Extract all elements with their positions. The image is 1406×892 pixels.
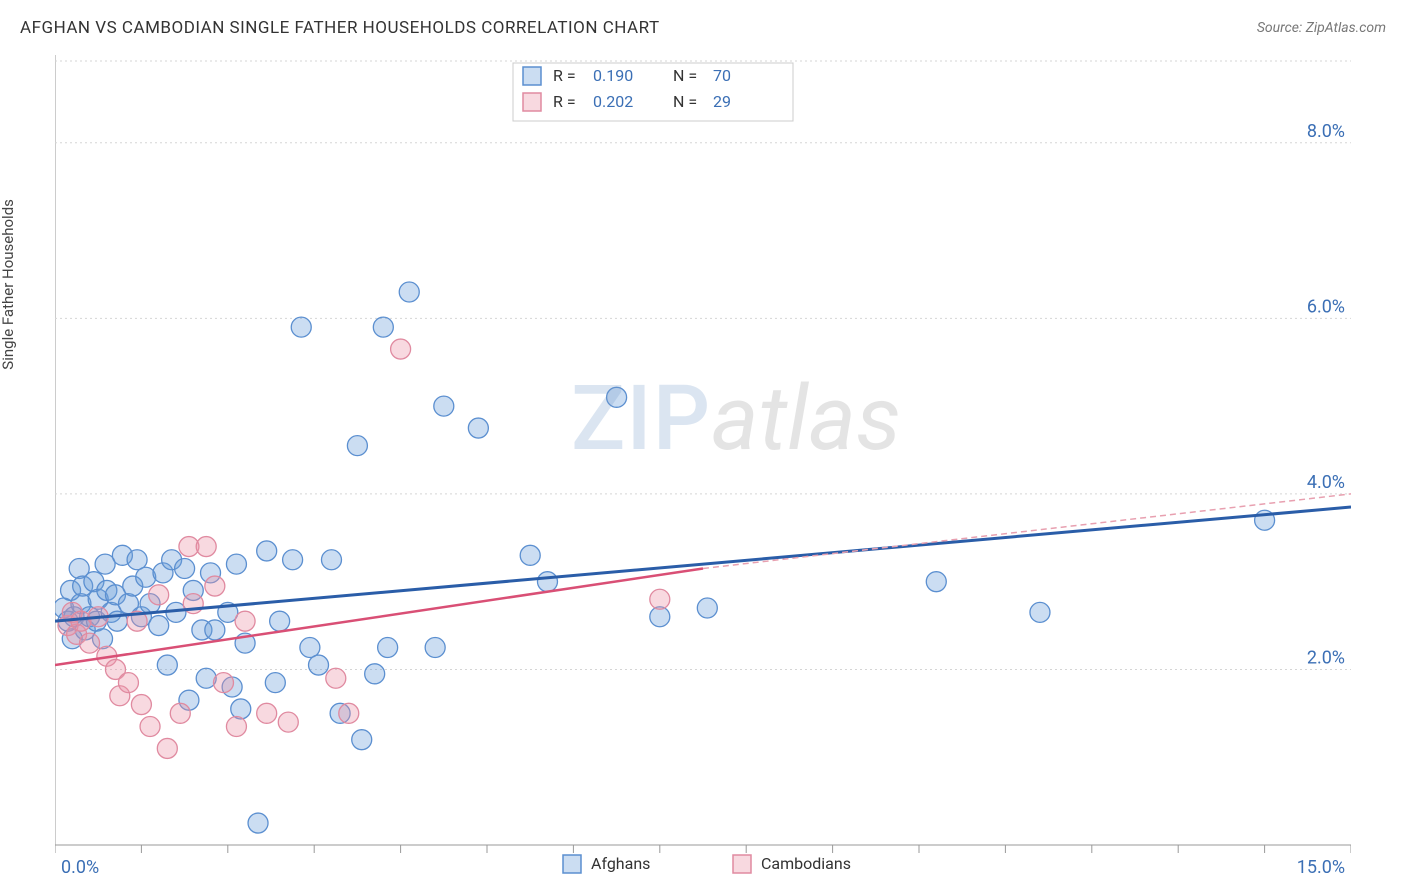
data-point — [235, 611, 255, 631]
legend-n-value: 70 — [713, 66, 731, 85]
legend-n-value: 29 — [713, 92, 731, 111]
legend-r-label: R = — [553, 92, 576, 111]
legend-n-label: N = — [673, 66, 697, 85]
data-point — [131, 695, 151, 715]
data-point — [468, 418, 488, 438]
data-point — [170, 703, 190, 723]
data-point — [149, 585, 169, 605]
legend-swatch — [523, 93, 541, 111]
data-point — [140, 717, 160, 737]
data-point — [378, 638, 398, 658]
data-point — [257, 541, 277, 561]
x-min-label: 0.0% — [61, 857, 99, 878]
data-point — [347, 436, 367, 456]
y-tick-label: 8.0% — [1307, 121, 1345, 142]
data-point — [127, 550, 147, 570]
data-point — [425, 638, 445, 658]
data-point — [926, 572, 946, 592]
data-point — [537, 572, 557, 592]
data-point — [339, 703, 359, 723]
data-point — [434, 396, 454, 416]
data-point — [1030, 602, 1050, 622]
data-point — [373, 317, 393, 337]
y-tick-label: 2.0% — [1307, 647, 1345, 668]
legend-r-value: 0.190 — [593, 66, 633, 85]
data-point — [291, 317, 311, 337]
data-point — [697, 598, 717, 618]
legend-r-label: R = — [553, 66, 576, 85]
data-point — [196, 537, 216, 557]
legend-r-value: 0.202 — [593, 92, 633, 111]
series-label: Afghans — [591, 854, 650, 873]
data-point — [391, 339, 411, 359]
chart-header: AFGHAN VS CAMBODIAN SINGLE FATHER HOUSEH… — [20, 18, 1386, 38]
data-point — [157, 655, 177, 675]
chart-svg: 2.0% 4.0% 6.0% 8.0% 0.0% 15.0% R = 0.190 N = 70 R … — [55, 55, 1351, 885]
data-point — [278, 712, 298, 732]
y-tick-label: 6.0% — [1307, 296, 1345, 317]
data-point — [149, 616, 169, 636]
data-point — [175, 559, 195, 579]
data-point — [213, 673, 233, 693]
data-point — [226, 717, 246, 737]
data-point — [321, 550, 341, 570]
y-axis-label: Single Father Households — [0, 199, 17, 370]
data-point — [257, 703, 277, 723]
x-max-label: 15.0% — [1297, 857, 1345, 878]
series-swatch — [733, 855, 751, 873]
chart-title: AFGHAN VS CAMBODIAN SINGLE FATHER HOUSEH… — [20, 18, 660, 38]
data-point — [265, 673, 285, 693]
y-tick-label: 4.0% — [1307, 472, 1345, 493]
legend-swatch — [523, 67, 541, 85]
data-point — [607, 387, 627, 407]
series-label: Cambodians — [761, 854, 851, 873]
chart-source: Source: ZipAtlas.com — [1257, 20, 1386, 36]
data-point — [309, 655, 329, 675]
series-swatch — [563, 855, 581, 873]
data-point — [118, 673, 138, 693]
data-point — [205, 576, 225, 596]
data-point — [248, 813, 268, 833]
data-point — [80, 633, 100, 653]
data-point — [520, 545, 540, 565]
data-point — [399, 282, 419, 302]
trend-line-cambodians-ext — [703, 494, 1351, 569]
data-point — [326, 668, 346, 688]
data-point — [231, 699, 251, 719]
data-point — [365, 664, 385, 684]
data-point — [283, 550, 303, 570]
data-point — [157, 738, 177, 758]
data-point — [650, 589, 670, 609]
data-point — [352, 730, 372, 750]
data-point — [300, 638, 320, 658]
chart-plot-area: ZIPatlas 2.0%4.0%6.0%8.0%0.0%15.0%R =0.1… — [55, 55, 1351, 845]
data-point — [270, 611, 290, 631]
data-point — [205, 620, 225, 640]
legend-n-label: N = — [673, 92, 697, 111]
data-point — [226, 554, 246, 574]
